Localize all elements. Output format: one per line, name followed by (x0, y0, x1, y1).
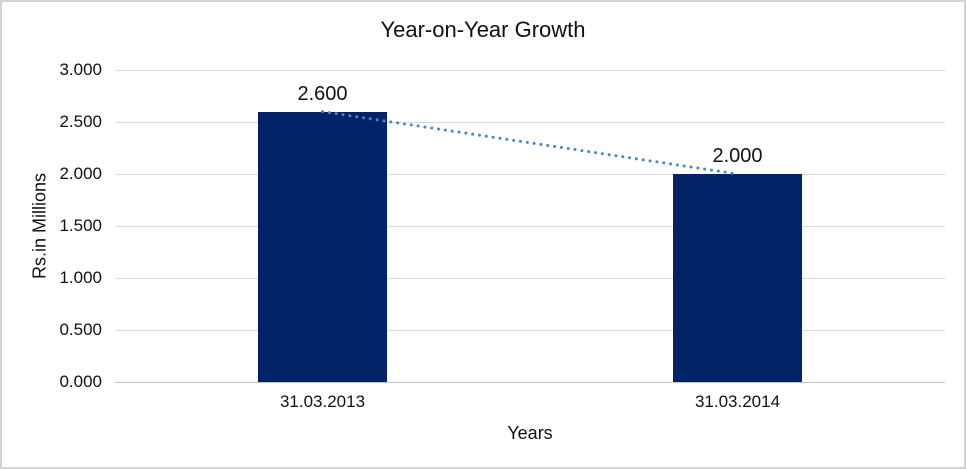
x-category-label: 31.03.2014 (694, 392, 781, 411)
chart-title: Year-on-Year Growth (380, 17, 586, 42)
bar (673, 174, 802, 382)
gridline (115, 277, 945, 279)
y-tick-label: 1.500 (59, 216, 102, 235)
bar (258, 111, 387, 382)
x-axis-line (115, 382, 945, 383)
y-tick-label: 2.500 (59, 112, 102, 131)
gridline (115, 329, 945, 331)
y-tick-label: 2.000 (59, 164, 102, 183)
gridline (115, 225, 945, 227)
y-tick-label: 0.000 (59, 372, 102, 391)
x-axis-title: Years (507, 423, 553, 443)
gridline (115, 69, 945, 71)
y-tick-label: 0.500 (59, 320, 102, 339)
x-category-label: 31.03.2013 (279, 392, 366, 411)
y-tick-label: 3.000 (59, 60, 102, 79)
data-label: 2.600 (297, 82, 348, 105)
y-tick-label: 1.000 (59, 268, 102, 287)
gridline (115, 173, 945, 175)
data-label: 2.000 (712, 145, 763, 167)
gridline (115, 121, 945, 123)
